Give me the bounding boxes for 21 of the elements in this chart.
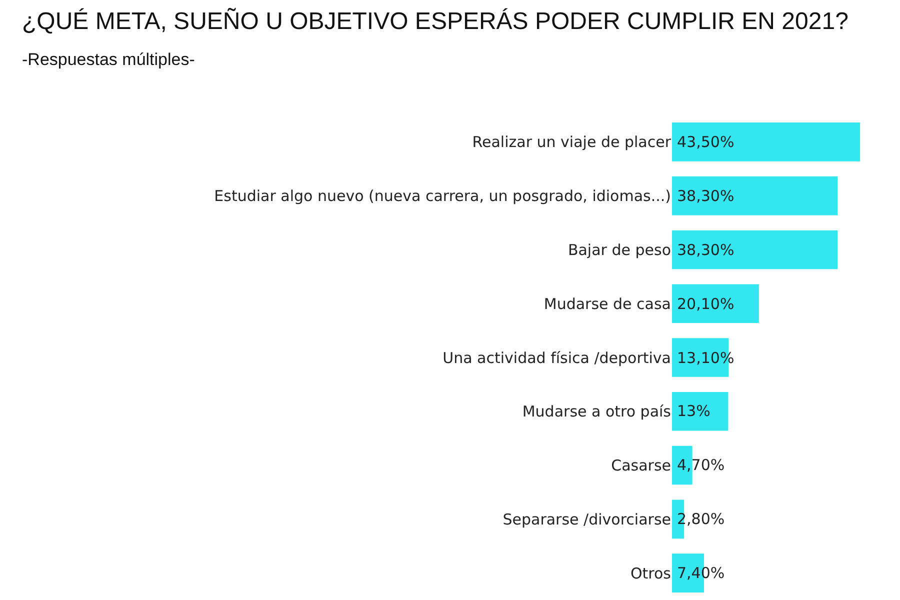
y-tick-label: Una actividad física /deportiva xyxy=(442,348,671,367)
y-tick-label: Separarse /divorciarse xyxy=(502,510,671,528)
text: ¿QUÉ META, SUEÑO U OBJETIVO ESPERÁS PODER CUMPLIR EN 2021? xyxy=(22,7,848,35)
bar xyxy=(672,392,728,431)
y-tick-label: Realizar un viaje de placer xyxy=(472,133,672,152)
bar xyxy=(672,230,838,270)
y-tick-label: Bajar de peso xyxy=(568,240,671,259)
bar xyxy=(672,284,759,324)
y-tick-label: Casarse xyxy=(611,456,671,475)
y-tick-label: Estudiar algo nuevo (nueva carrera, un posgrado, idiomas...) xyxy=(214,187,671,206)
data-label: 13% xyxy=(677,402,710,420)
bar xyxy=(672,122,860,162)
data-label: 38,30% xyxy=(677,241,734,259)
text: -Respuestas múltiples- xyxy=(22,50,195,69)
y-tick-label: Otros xyxy=(630,564,672,582)
data-label: 43,50% xyxy=(677,133,734,151)
y-tick-label: Mudarse a otro país xyxy=(522,402,672,421)
y-tick-label: Mudarse de casa xyxy=(544,294,671,313)
data-label: 38,30% xyxy=(677,187,734,205)
data-label: 20,10% xyxy=(677,295,734,313)
bar xyxy=(672,176,838,216)
